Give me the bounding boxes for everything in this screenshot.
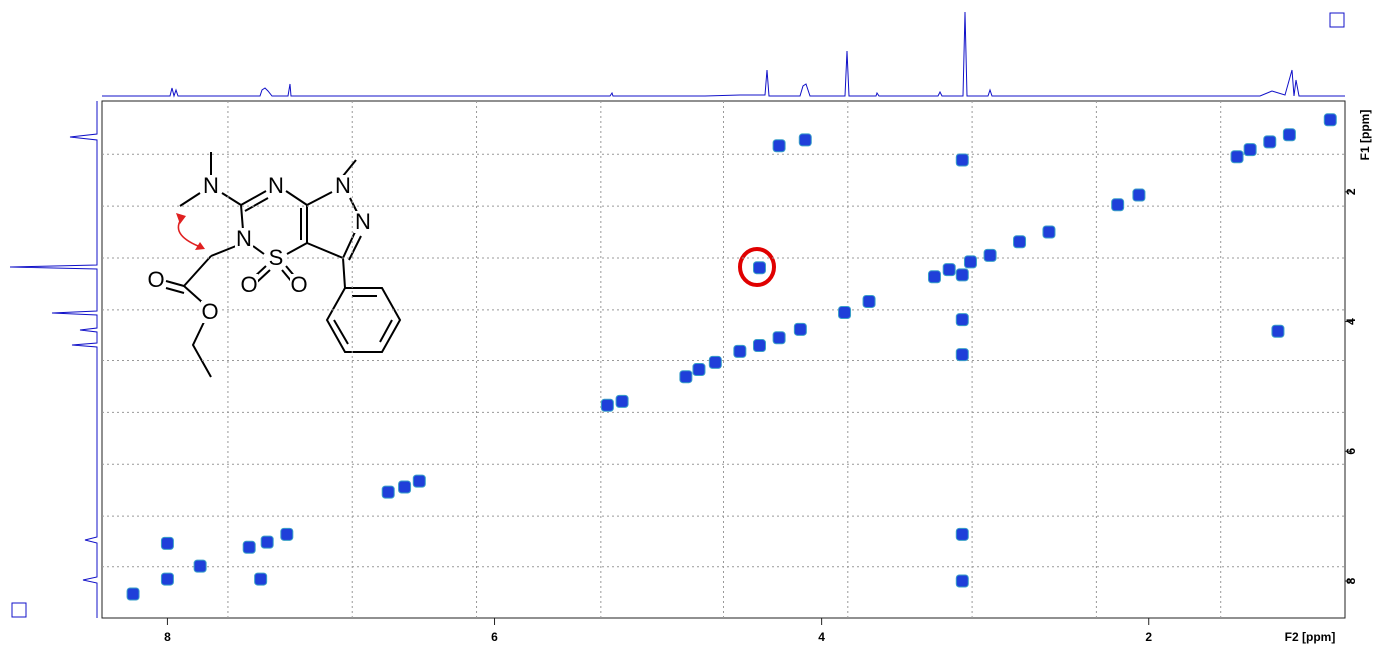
corner-box [1329,12,1345,28]
cross-peak [838,305,852,319]
cross-peak [1323,113,1337,127]
cross-peak [955,527,969,541]
cross-peak [254,572,268,586]
cross-peak [942,263,956,277]
cross-peak [1282,128,1296,142]
cross-peak [615,394,629,408]
cross-peak [679,370,693,384]
cross-peak [412,474,426,488]
cross-peak [862,294,876,308]
cross-peak [955,268,969,282]
y-tick-label: 4 [1344,318,1358,325]
x-tick-label: 2 [1145,630,1152,644]
atom-bg [147,269,165,291]
cross-peak [955,574,969,588]
cross-peak [1013,235,1027,249]
cross-peak [126,587,140,601]
cross-peak [963,255,977,269]
cross-peak [955,348,969,362]
cross-peak [798,133,812,147]
atom-bg [201,301,219,323]
highlight-circle [738,247,776,287]
cross-peak [927,270,941,284]
corner-box [11,602,27,618]
atom-label: O [201,299,218,324]
atom-bg [354,211,372,233]
atom-label: O [290,272,307,297]
cross-peak [1263,135,1277,149]
cross-peak [752,261,766,275]
atom-label: S [269,245,284,270]
cross-peak [708,355,722,369]
x-tick-label: 8 [164,630,171,644]
x-tick-label: 4 [818,630,825,644]
cross-peak [1230,150,1244,164]
atom-label: N [203,173,219,198]
atom-label: O [240,272,257,297]
cross-peak [692,363,706,377]
atom-bg [267,175,285,197]
atom-bg [202,175,220,197]
y-tick-label: 8 [1344,577,1358,584]
cross-peak [1111,198,1125,212]
cross-peak [793,322,807,336]
atom-bg [267,247,285,269]
y-tick-label: 2 [1344,188,1358,195]
cross-peak [1132,188,1146,202]
structure [165,152,402,378]
atom-label: O [147,267,164,292]
cross-peak [955,313,969,327]
cross-peak [160,572,174,586]
atom-bg [240,274,258,296]
cross-peak [242,540,256,554]
cross-peak [398,480,412,494]
x-tick-label: 6 [491,630,498,644]
cross-peak [1042,225,1056,239]
y-tick-label: 6 [1344,448,1358,455]
cross-peak [193,559,207,573]
atom-bg [235,228,253,250]
cross-peak [381,485,395,499]
cross-peak [772,331,786,345]
cross-peak [955,153,969,167]
atom-bg [334,175,352,197]
atom-label: N [355,209,371,234]
cross-peak [752,339,766,353]
cross-peak [600,398,614,412]
atom-bg [290,274,308,296]
atom-label: N [268,173,284,198]
cross-peak [280,527,294,541]
left-projection [9,101,98,618]
top-projection [102,11,1345,98]
atom-label: N [236,226,252,251]
cross-peak [1243,143,1257,157]
cross-peak [772,139,786,153]
cross-peak [733,344,747,358]
y-axis-label: F1 [ppm] [1358,110,1372,161]
cross-peak [983,248,997,262]
atom-label: N [335,173,351,198]
cross-peak [260,535,274,549]
cross-peak [160,536,174,550]
cross-peak [1271,324,1285,338]
x-axis-label: F2 [ppm] [1285,630,1336,644]
